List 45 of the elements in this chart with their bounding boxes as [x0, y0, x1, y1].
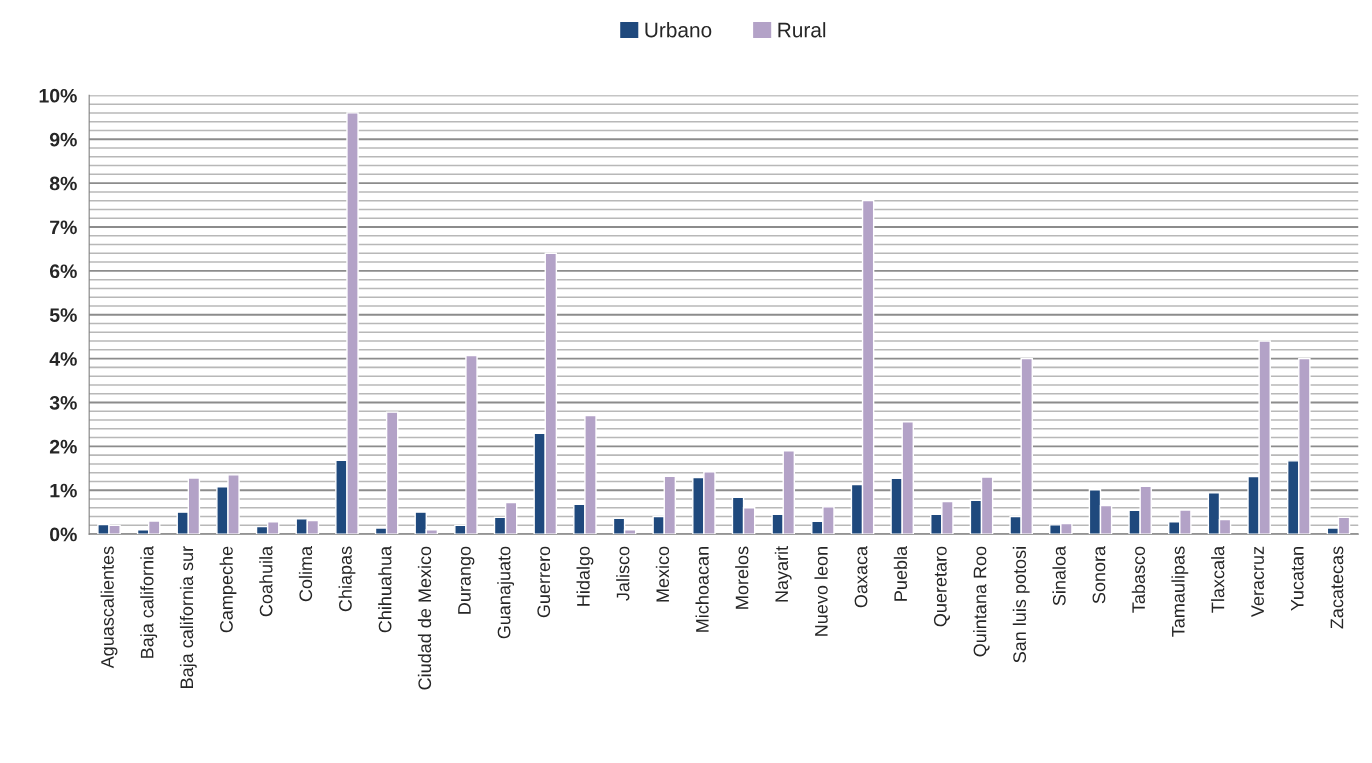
y-tick-label: 10% — [39, 88, 77, 103]
y-tick-label: 4% — [49, 352, 77, 366]
x-tick-label: Sinaloa — [1052, 545, 1066, 606]
x-tick-label: Tabasco — [1131, 546, 1145, 613]
legend-label: Rural — [778, 22, 826, 38]
x-tick-label: Campeche — [219, 546, 237, 633]
x-tick-label: Puebla — [893, 545, 908, 601]
x-tick-label: Morelos — [735, 546, 749, 609]
x-tick-label: Michoacan — [695, 547, 709, 632]
x-tick-label: Ciudad de Mexico — [417, 546, 432, 690]
y-tick-label: 0% — [50, 527, 77, 542]
y-tick-label: 2% — [49, 439, 77, 454]
y-tick-label: 5% — [49, 308, 77, 322]
x-tick-label: Chiapas — [338, 546, 356, 612]
x-tick-label: Chihuahua — [378, 545, 392, 633]
x-tick-label: Coahuila — [259, 545, 273, 617]
x-tick-label: Veracruz — [1251, 546, 1264, 618]
y-tick-label: 6% — [49, 264, 77, 279]
x-tick-label: San luis potosi — [1012, 547, 1030, 663]
legend-label: Urbano — [645, 22, 712, 38]
x-tick-label: Oaxaca — [854, 545, 868, 608]
x-tick-label: Sonora — [1092, 545, 1106, 604]
x-tick-label: Queretaro — [933, 546, 950, 627]
x-tick-label: Nayarit — [774, 546, 792, 602]
y-tick-label: 8% — [49, 176, 77, 191]
x-tick-label: Zacatecas — [1330, 546, 1344, 629]
x-tick-label: Guerrero — [537, 546, 551, 618]
x-tick-label: Quintana Roo — [973, 546, 990, 657]
x-tick-label: Tlaxcala — [1211, 545, 1225, 613]
x-tick-label: Tamaulipas — [1171, 546, 1189, 637]
x-tick-label: Hidalgo — [576, 546, 594, 606]
x-tick-label: Colima — [298, 545, 313, 602]
y-tick-label: 3% — [49, 395, 77, 410]
x-tick-label: Guanajuato — [497, 546, 515, 639]
x-tick-label: Jalisco — [616, 546, 630, 601]
x-tick-label: Yucatan — [1291, 547, 1304, 611]
x-tick-label: Aguascalientes — [100, 546, 118, 669]
y-tick-label: 7% — [50, 220, 77, 235]
x-tick-label: Durango — [458, 546, 475, 614]
y-tick-label: 9% — [49, 132, 77, 147]
y-tick-label: 1% — [50, 483, 77, 498]
x-tick-label: Baja california — [140, 545, 158, 658]
x-tick-label: Nuevo leon — [814, 547, 828, 636]
x-tick-label: Mexico — [655, 546, 670, 602]
x-tick-label: Baja california sur — [179, 546, 197, 688]
